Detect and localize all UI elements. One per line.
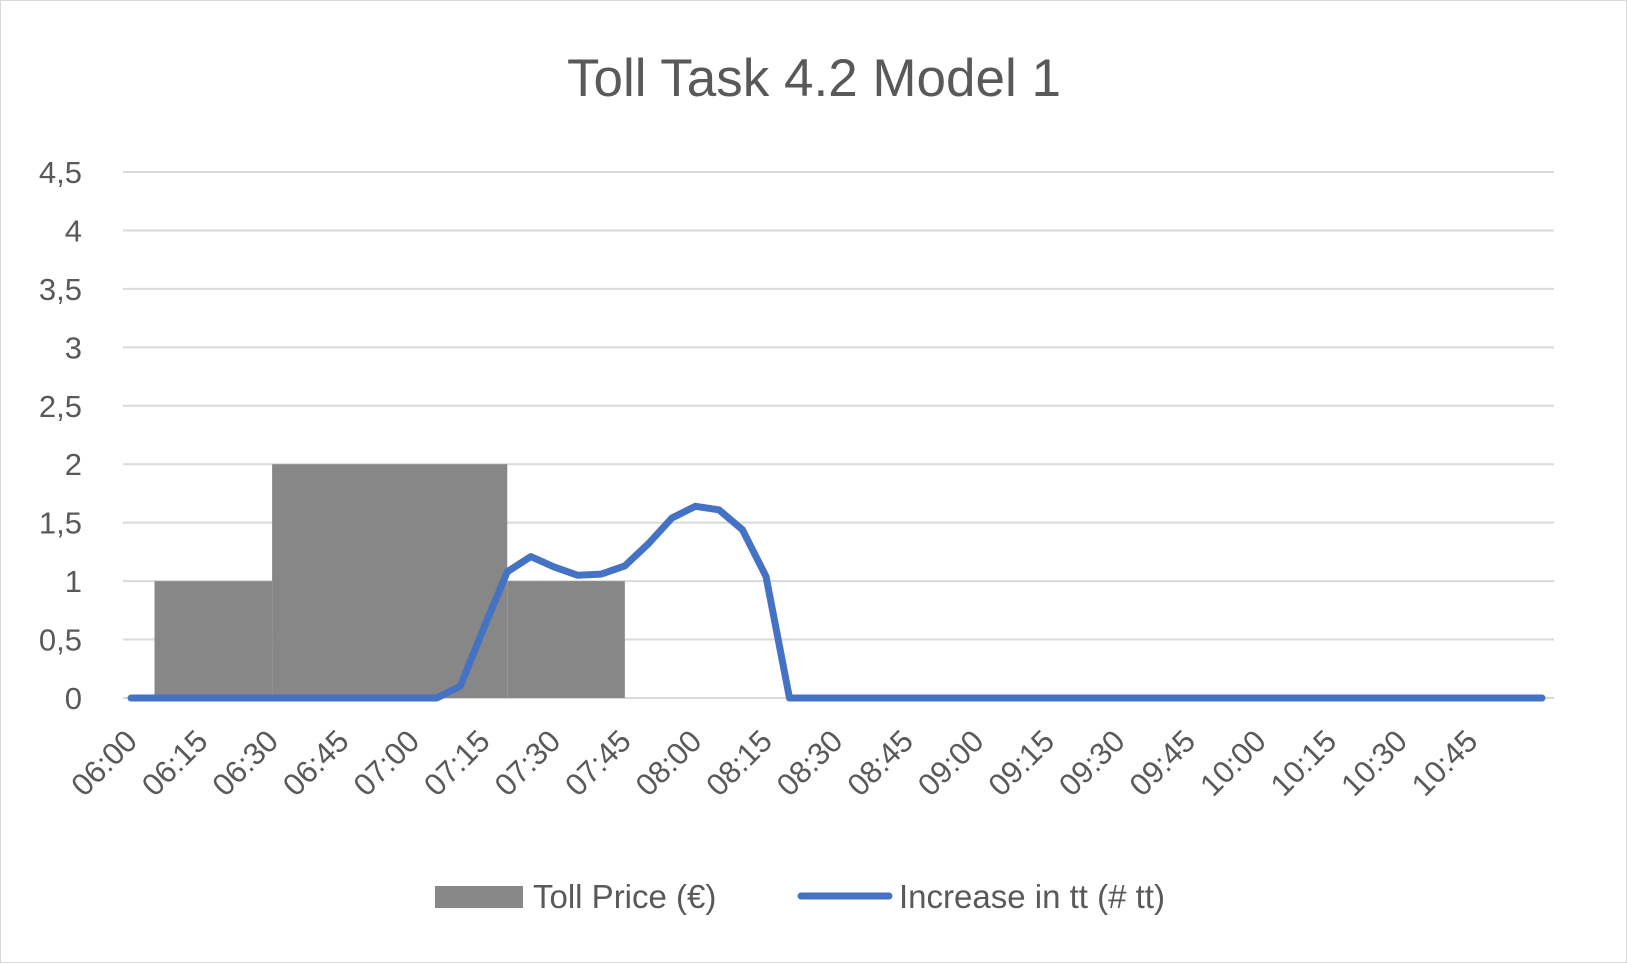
x-tick-label: 09:15: [981, 723, 1061, 803]
x-tick-label: 09:00: [911, 723, 991, 803]
y-tick-label: 3,5: [39, 272, 82, 307]
x-tick-label: 09:45: [1123, 723, 1203, 803]
x-tick-label: 06:15: [135, 723, 215, 803]
y-tick-label: 4: [65, 213, 82, 248]
x-tick-label: 07:30: [488, 723, 568, 803]
y-axis-ticks: 0 0,5 1 1,5 2 2,5 3 3,5 4 4,5: [39, 155, 82, 716]
toll-price-bars: [154, 464, 625, 698]
y-tick-label: 2: [65, 447, 82, 482]
toll-price-bar-2: [507, 581, 625, 698]
increase-line-series: [127, 502, 1546, 702]
x-tick-label: 10:30: [1334, 723, 1414, 803]
y-tick-label: 4,5: [39, 155, 82, 190]
chart-title: Toll Task 4.2 Model 1: [567, 49, 1061, 108]
legend-label-toll-price: Toll Price (€): [533, 878, 716, 915]
y-tick-label: 3: [65, 330, 82, 365]
x-tick-label: 09:30: [1052, 723, 1132, 803]
x-tick-label: 08:45: [840, 723, 920, 803]
x-tick-label: 10:15: [1264, 723, 1344, 803]
x-tick-label: 06:30: [205, 723, 285, 803]
x-tick-label: 10:00: [1193, 723, 1273, 803]
y-tick-label: 1: [65, 564, 82, 599]
y-tick-label: 2,5: [39, 389, 82, 424]
chart-legend: Toll Price (€) Increase in tt (# tt): [435, 878, 1165, 915]
legend-swatch-toll-price: [435, 886, 523, 908]
y-tick-label: 0,5: [39, 623, 82, 658]
x-tick-label: 08:15: [699, 723, 779, 803]
x-tick-label: 08:30: [770, 723, 850, 803]
toll-price-bar-0: [154, 581, 273, 698]
x-tick-label: 07:15: [417, 723, 497, 803]
x-axis-ticks: 06:0006:1506:3006:4507:0007:1507:3007:45…: [64, 723, 1484, 803]
x-tick-label: 06:00: [64, 723, 144, 803]
y-tick-label: 0: [65, 681, 82, 716]
x-tick-label: 07:00: [347, 723, 427, 803]
x-tick-label: 07:45: [558, 723, 638, 803]
x-tick-label: 10:45: [1405, 723, 1485, 803]
x-tick-label: 06:45: [276, 723, 356, 803]
increase-line: [127, 502, 1546, 702]
y-tick-label: 1,5: [39, 506, 82, 541]
legend-label-increase: Increase in tt (# tt): [899, 878, 1165, 915]
x-tick-label: 08:00: [629, 723, 709, 803]
